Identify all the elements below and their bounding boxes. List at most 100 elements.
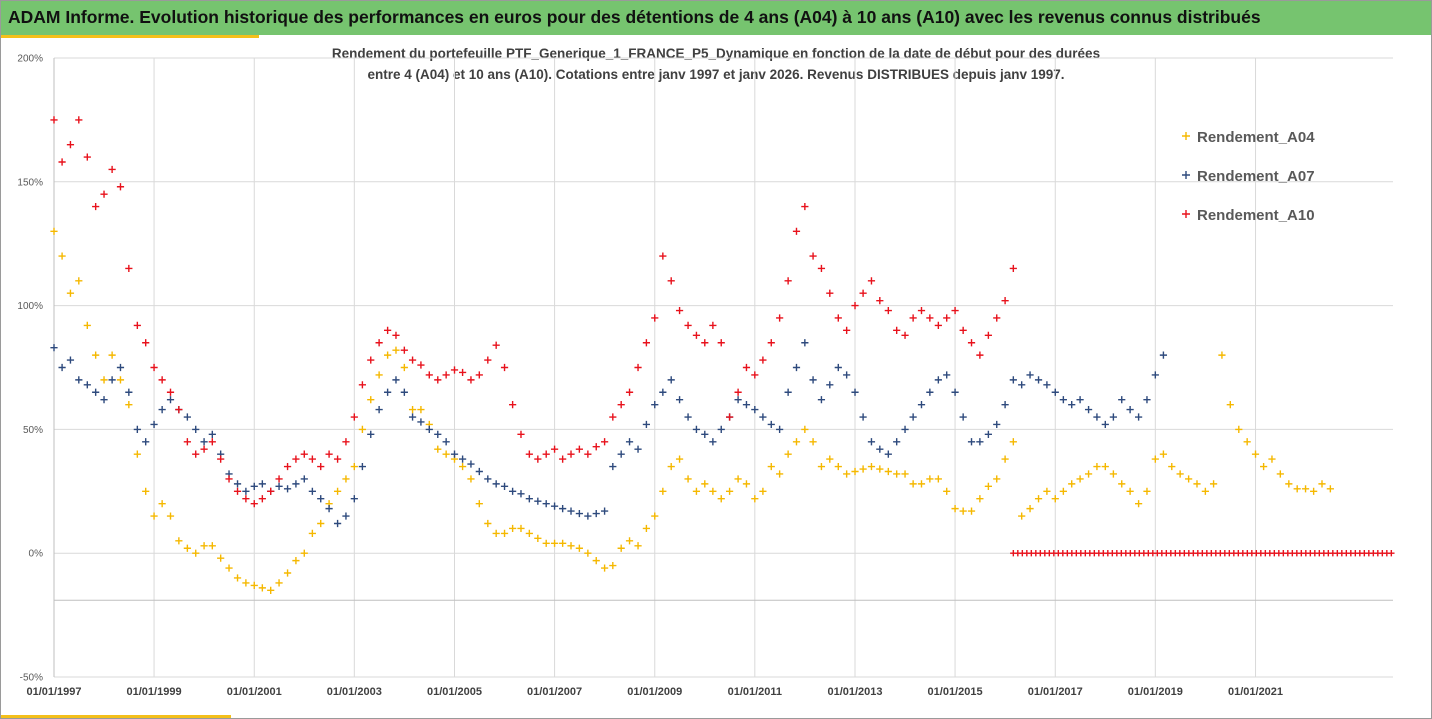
data-point — [183, 413, 191, 421]
data-point — [984, 430, 992, 438]
data-point — [350, 413, 358, 421]
data-point — [192, 425, 200, 433]
data-point — [492, 529, 500, 537]
data-point — [851, 388, 859, 396]
data-point — [1018, 512, 1026, 520]
data-point — [300, 475, 308, 483]
data-point — [275, 482, 283, 490]
data-point — [1218, 351, 1226, 359]
legend-marker — [1182, 171, 1190, 179]
x-tick-label: 01/01/2001 — [227, 686, 282, 698]
data-point — [225, 475, 233, 483]
data-point — [876, 465, 884, 473]
data-point — [66, 141, 75, 149]
data-point — [417, 405, 425, 414]
data-point — [651, 512, 659, 520]
data-point — [208, 438, 216, 446]
data-point — [233, 480, 242, 488]
data-point — [1051, 495, 1059, 503]
data-point — [417, 418, 425, 426]
data-point — [926, 314, 934, 322]
data-point — [725, 413, 734, 421]
data-point — [1043, 381, 1051, 389]
legend-label: Rendement_A10 — [1197, 207, 1315, 224]
data-point — [400, 346, 408, 354]
data-point — [826, 381, 834, 389]
data-point — [859, 289, 867, 297]
data-point — [1185, 475, 1193, 483]
data-point — [559, 539, 567, 547]
data-point — [283, 485, 292, 493]
data-point — [801, 202, 809, 211]
data-point — [909, 413, 917, 421]
data-point — [384, 351, 392, 359]
data-point — [917, 401, 926, 409]
data-point — [926, 475, 934, 483]
data-point — [342, 475, 350, 483]
data-point — [600, 507, 609, 515]
data-point — [801, 339, 809, 347]
data-point — [150, 363, 158, 372]
data-point — [92, 202, 100, 211]
data-point — [350, 462, 358, 471]
data-point — [534, 497, 542, 505]
data-point — [75, 116, 83, 124]
data-point — [734, 475, 742, 483]
data-point — [934, 321, 942, 330]
y-tick-label: 50% — [23, 425, 43, 436]
data-point — [884, 306, 892, 315]
data-point — [684, 413, 692, 421]
data-point — [1001, 401, 1009, 409]
data-point — [283, 569, 292, 577]
data-point — [1026, 505, 1034, 513]
data-point — [675, 396, 684, 404]
data-point — [183, 438, 191, 446]
data-point — [509, 487, 517, 495]
data-point — [1318, 480, 1326, 488]
data-point — [692, 331, 701, 339]
data-point — [817, 264, 826, 273]
data-point — [709, 438, 717, 446]
data-point — [192, 549, 200, 557]
data-point — [876, 297, 884, 305]
data-point — [1118, 396, 1126, 404]
data-point — [308, 455, 316, 463]
data-point — [1293, 485, 1301, 493]
data-point — [225, 564, 233, 572]
data-point — [826, 455, 834, 463]
data-point — [667, 277, 675, 285]
data-point — [617, 450, 625, 458]
data-point — [108, 165, 116, 174]
series-Rendement_A04 — [50, 227, 1334, 594]
data-point — [659, 388, 667, 396]
data-point — [258, 584, 266, 592]
data-point — [1018, 381, 1026, 389]
data-point — [1076, 396, 1084, 404]
data-point — [792, 363, 801, 372]
data-point — [66, 289, 75, 297]
data-point — [517, 430, 525, 438]
data-point — [943, 371, 951, 379]
data-point — [192, 450, 200, 458]
data-point — [1009, 264, 1017, 273]
data-point — [100, 190, 108, 198]
title-banner: ADAM Informe. Evolution historique des p… — [1, 1, 1431, 35]
data-point — [1143, 487, 1151, 495]
data-point — [1268, 455, 1276, 463]
data-point — [300, 549, 308, 557]
data-point — [784, 388, 792, 396]
data-point — [325, 450, 333, 458]
data-point — [534, 455, 542, 463]
data-point — [967, 438, 976, 446]
data-point — [300, 450, 308, 458]
data-point — [884, 450, 892, 458]
data-point — [358, 425, 366, 433]
data-point — [150, 512, 158, 520]
data-point — [843, 470, 851, 478]
data-point — [458, 462, 467, 471]
y-tick-label: -50% — [20, 673, 43, 684]
data-point — [751, 495, 759, 503]
data-point — [250, 581, 258, 589]
data-point — [909, 314, 917, 322]
data-point — [717, 495, 725, 503]
